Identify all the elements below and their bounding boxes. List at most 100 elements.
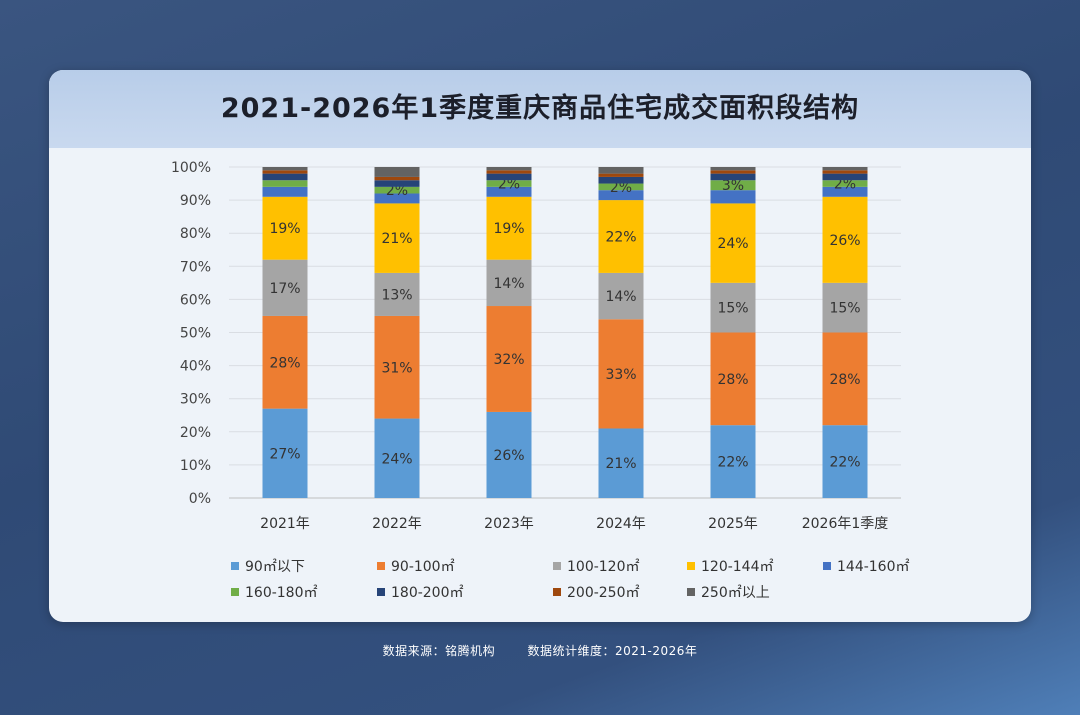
bar-segment xyxy=(262,167,308,171)
data-label: 2% xyxy=(386,183,408,199)
data-label: 22% xyxy=(605,230,636,246)
data-label: 15% xyxy=(829,301,860,317)
data-label: 15% xyxy=(717,301,748,317)
bar-segment xyxy=(598,428,644,498)
chart-legend: 90㎡以下 90-100㎡ 100-120㎡ 120-144㎡ 144-160㎡ 160-… xyxy=(231,556,951,606)
bar-segment xyxy=(822,170,868,174)
x-tick-label: 2026年1季度 xyxy=(802,516,889,532)
bar-segment xyxy=(486,259,532,307)
legend-swatch xyxy=(823,562,831,570)
legend-item: 180-200㎡ xyxy=(377,582,464,602)
legend-label: 120-144㎡ xyxy=(701,559,774,575)
y-tick-label: 70% xyxy=(180,259,211,275)
data-label: 31% xyxy=(381,360,412,376)
bar-segment xyxy=(262,315,308,409)
footer-source: 数据来源：铭腾机构 xyxy=(382,644,496,658)
legend-swatch xyxy=(553,562,561,570)
bar-segment xyxy=(486,173,532,181)
legend-swatch xyxy=(687,588,695,596)
bar-segment xyxy=(598,183,644,191)
data-label: 22% xyxy=(717,455,748,471)
footer-scope: 数据统计维度：2021-2026年 xyxy=(527,644,698,658)
data-label: 2% xyxy=(498,177,520,193)
data-label: 27% xyxy=(269,446,300,462)
legend-swatch xyxy=(377,588,385,596)
legend-label: 90-100㎡ xyxy=(391,559,455,575)
legend-swatch xyxy=(553,588,561,596)
legend-item: 200-250㎡ xyxy=(553,582,640,602)
bar-segment xyxy=(710,167,756,171)
bar-segment xyxy=(710,180,756,191)
bar-segment xyxy=(822,186,868,197)
bar-segment xyxy=(486,411,532,498)
bar-segment xyxy=(822,196,868,283)
bar-segment xyxy=(486,306,532,412)
chart-title: 2021-2026年1季度重庆商品住宅成交面积段结构 xyxy=(220,93,860,124)
bar-segment xyxy=(374,193,420,204)
legend-swatch xyxy=(231,588,239,596)
x-tick-label: 2024年 xyxy=(596,516,646,532)
y-tick-label: 0% xyxy=(189,491,211,507)
data-label: 21% xyxy=(605,456,636,472)
data-label: 14% xyxy=(493,276,524,292)
bar-segment xyxy=(598,319,644,429)
bar-segment xyxy=(374,180,420,187)
legend-swatch xyxy=(687,562,695,570)
bar-segment xyxy=(598,200,644,273)
bar-segment xyxy=(262,180,308,187)
bar-segment xyxy=(822,332,868,426)
data-label: 26% xyxy=(829,233,860,249)
bar-segment xyxy=(822,425,868,498)
bar-segment xyxy=(486,180,532,187)
y-tick-label: 90% xyxy=(180,193,211,209)
data-label: 22% xyxy=(829,455,860,471)
legend-swatch xyxy=(231,562,239,570)
bar-segment xyxy=(262,196,308,260)
bar-segment xyxy=(374,167,420,177)
data-label: 32% xyxy=(493,352,524,368)
data-label: 2% xyxy=(610,180,632,196)
bar-segment xyxy=(822,180,868,187)
y-tick-label: 60% xyxy=(180,292,211,308)
bar-segment xyxy=(598,167,644,174)
bar-segment xyxy=(822,167,868,171)
legend-item: 250㎡以上 xyxy=(687,582,770,602)
y-tick-label: 100% xyxy=(171,160,211,176)
bar-segment xyxy=(710,332,756,426)
data-label: 2% xyxy=(834,177,856,193)
bar-segment xyxy=(710,282,756,333)
bar-segment xyxy=(262,259,308,316)
bar-segment xyxy=(374,176,420,181)
stacked-bar-chart: 0% 10% 20% 30% 40% 50% 60% 70% 80% 90% 100% 27% 28% 1… xyxy=(171,160,901,532)
bar-segment xyxy=(598,272,644,320)
x-tick-label: 2023年 xyxy=(484,516,534,532)
data-label: 33% xyxy=(605,367,636,383)
legend-label: 160-180㎡ xyxy=(245,585,318,601)
y-tick-label: 20% xyxy=(180,425,211,441)
bar-segment xyxy=(262,170,308,174)
legend-item: 100-120㎡ xyxy=(553,556,640,576)
legend-label: 100-120㎡ xyxy=(567,559,640,575)
chart-card: 2021-2026年1季度重庆商品住宅成交面积段结构 0% 10% 20% 30% 40… xyxy=(49,70,1031,622)
data-label: 24% xyxy=(381,451,412,467)
data-label: 28% xyxy=(717,372,748,388)
bar-segment xyxy=(598,190,644,201)
data-label: 13% xyxy=(381,287,412,303)
title-band xyxy=(49,70,1031,148)
x-tick-label: 2021年 xyxy=(260,516,310,532)
data-label: 28% xyxy=(269,355,300,371)
y-tick-label: 40% xyxy=(180,359,211,375)
bar-segment xyxy=(374,272,420,316)
bar-segment xyxy=(374,203,420,273)
legend-item: 90-100㎡ xyxy=(377,556,455,576)
bar-segment xyxy=(710,170,756,174)
legend-item: 160-180㎡ xyxy=(231,582,318,602)
bar-segment xyxy=(486,196,532,260)
bar-segment xyxy=(598,173,644,177)
bar-segment xyxy=(598,176,644,184)
bar-segment xyxy=(374,186,420,194)
bar-segment xyxy=(262,186,308,197)
bar-segment xyxy=(262,173,308,181)
y-tick-label: 50% xyxy=(180,326,211,342)
data-label: 19% xyxy=(269,221,300,237)
